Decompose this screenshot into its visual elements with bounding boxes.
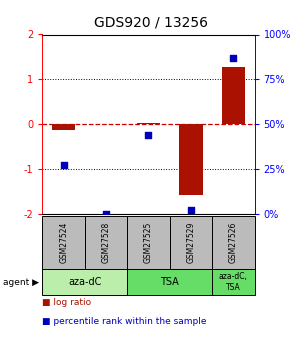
Text: GSM27529: GSM27529 <box>186 222 195 263</box>
Text: TSA: TSA <box>160 277 179 287</box>
Point <box>61 163 66 168</box>
Text: GSM27528: GSM27528 <box>102 222 111 263</box>
Text: aza-dC: aza-dC <box>68 277 102 287</box>
Point <box>146 132 151 138</box>
Text: ■ percentile rank within the sample: ■ percentile rank within the sample <box>42 317 207 326</box>
Bar <box>221 67 245 124</box>
Bar <box>179 124 202 195</box>
Text: GSM27524: GSM27524 <box>59 222 68 263</box>
Bar <box>52 124 75 130</box>
Text: GSM27526: GSM27526 <box>229 222 238 263</box>
Point <box>104 211 108 217</box>
Text: aza-dC,
TSA: aza-dC, TSA <box>219 272 248 292</box>
Text: agent ▶: agent ▶ <box>3 277 39 287</box>
Text: GSM27525: GSM27525 <box>144 222 153 263</box>
Text: GDS920 / 13256: GDS920 / 13256 <box>95 16 208 29</box>
Text: ■ log ratio: ■ log ratio <box>42 298 92 307</box>
Point <box>188 208 193 213</box>
Bar <box>137 123 160 124</box>
Point <box>231 55 236 61</box>
